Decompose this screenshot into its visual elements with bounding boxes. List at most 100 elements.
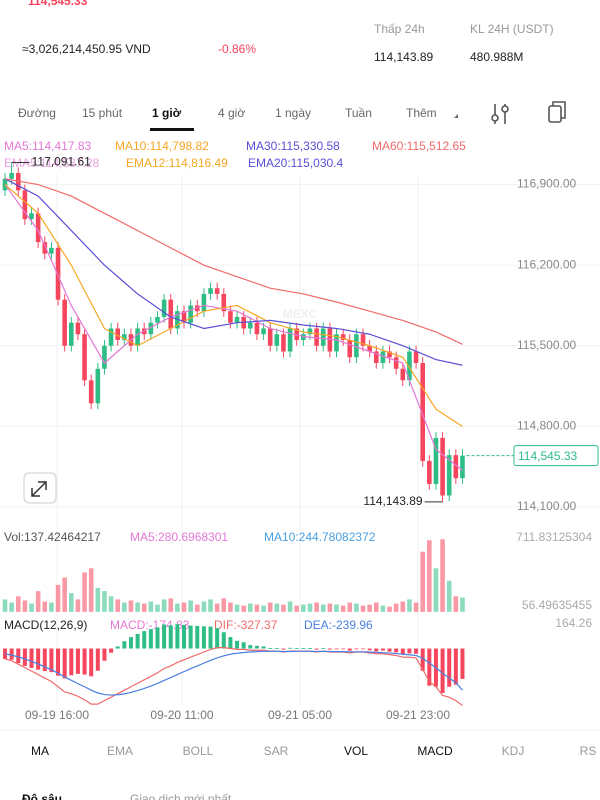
candle-body: [427, 460, 432, 484]
ma-legend: MA60:115,512.65: [372, 139, 466, 153]
candle-body: [460, 455, 465, 479]
ma-legend: MA30:115,330.58: [246, 139, 340, 153]
volume-bar: [267, 602, 273, 612]
volume-bar: [400, 601, 406, 612]
volume-bar: [460, 597, 465, 612]
candle-body: [327, 328, 333, 352]
candle-body: [221, 293, 227, 312]
macd-bar: [321, 648, 326, 649]
candle-body: [228, 311, 233, 323]
candle-body: [307, 328, 313, 335]
dif-value: DIF:-327.37: [214, 618, 278, 632]
volume-bar: [22, 600, 28, 612]
footer-tab[interactable]: Độ sâu: [22, 792, 62, 800]
candle-body: [201, 293, 207, 312]
macd-bar: [195, 625, 200, 649]
candle-body: [440, 437, 445, 496]
interval-tab[interactable]: 4 giờ: [218, 106, 245, 120]
ma-line: [4, 184, 463, 471]
indicator-tab[interactable]: VOL: [344, 744, 368, 758]
macd-bar: [241, 642, 246, 649]
volume-bar: [307, 603, 313, 612]
volume-bar: [354, 603, 359, 612]
ma-line: [4, 178, 463, 345]
time-label: 09-21 05:00: [268, 708, 332, 722]
volume-bar: [148, 601, 154, 612]
candle-body: [248, 322, 253, 329]
volume-bar: [108, 596, 114, 612]
interval-tab[interactable]: Đường: [18, 106, 56, 120]
candle-body: [393, 357, 399, 369]
vol-axis-label: 56.49635455: [522, 598, 592, 612]
volume-bar: [274, 603, 280, 612]
interval-tab[interactable]: 15 phút: [82, 106, 123, 120]
candle-body: [115, 328, 121, 340]
candle-body: [446, 455, 452, 496]
macd-bar: [347, 648, 352, 651]
volume-bar: [155, 604, 160, 612]
macd-bar: [36, 648, 41, 670]
candle-body: [234, 316, 240, 323]
change: -0.86%: [218, 42, 256, 56]
macd-bar: [95, 648, 100, 671]
volume-bar: [380, 605, 386, 612]
candle-body: [380, 351, 386, 364]
candle-body: [75, 322, 81, 335]
candle-body: [108, 328, 114, 346]
interval-tab[interactable]: Thêm: [406, 106, 437, 120]
volume-bar: [82, 572, 87, 612]
candle-body: [347, 339, 353, 358]
y-tick-label: 114,100.00: [517, 499, 576, 513]
interval-tab[interactable]: 1 giờ: [152, 106, 182, 120]
macd-bar: [288, 647, 293, 649]
candle-body: [314, 328, 319, 346]
indicator-tab[interactable]: MA: [31, 744, 49, 758]
macd-bar: [327, 648, 332, 650]
macd-bar: [400, 648, 405, 655]
candle-body: [35, 213, 41, 243]
interval-tab[interactable]: 1 ngày: [275, 106, 311, 120]
macd-bar: [109, 648, 114, 653]
candle-body: [62, 299, 67, 346]
tool-icons: [491, 101, 566, 124]
volume-bar: [214, 603, 220, 612]
indicator-tab[interactable]: MACD: [417, 744, 453, 758]
volume-bar: [367, 604, 372, 612]
volume-bar: [115, 599, 121, 612]
footer-tab[interactable]: Giao dịch mới nhất: [130, 792, 232, 800]
candle-body: [155, 316, 160, 323]
volume-bar: [2, 599, 8, 612]
volume-bar: [393, 603, 399, 612]
macd-bar: [453, 648, 458, 685]
macd-bar: [380, 648, 385, 651]
candle-body: [168, 299, 174, 329]
volume-bar: [241, 605, 246, 612]
candle-body: [82, 334, 87, 381]
macd-bar: [69, 648, 74, 676]
macd-bar: [9, 648, 14, 660]
indicator-tab[interactable]: EMA: [107, 744, 133, 758]
macd-bar: [142, 631, 147, 649]
macd-axis-label: 164.26: [555, 616, 592, 630]
macd-bar: [394, 648, 399, 653]
macd-bar: [341, 648, 346, 650]
volume-bar: [433, 568, 439, 612]
candle-body: [42, 242, 48, 254]
indicator-tab[interactable]: RS: [580, 744, 597, 758]
macd-legend: MACD(12,26,9): [4, 618, 87, 632]
macd-bar: [62, 648, 67, 679]
candle-body: [367, 345, 372, 352]
indicator-tab[interactable]: SAR: [264, 744, 289, 758]
indicator-tab[interactable]: KDJ: [502, 744, 525, 758]
candle-body: [188, 305, 193, 323]
interval-tab[interactable]: Tuần: [345, 106, 372, 120]
low-24h-label: Thấp 24h: [374, 22, 425, 36]
expand-button[interactable]: [23, 472, 57, 504]
high-label: 117,091.61: [32, 155, 91, 169]
indicator-tab[interactable]: BOLL: [183, 744, 214, 758]
ema-legend: EMA5:114,587.28: [4, 156, 100, 170]
candle-body: [22, 190, 28, 220]
low-label: 114,143.89: [363, 494, 422, 508]
macd-bar: [162, 624, 167, 649]
candle-body: [400, 368, 406, 381]
